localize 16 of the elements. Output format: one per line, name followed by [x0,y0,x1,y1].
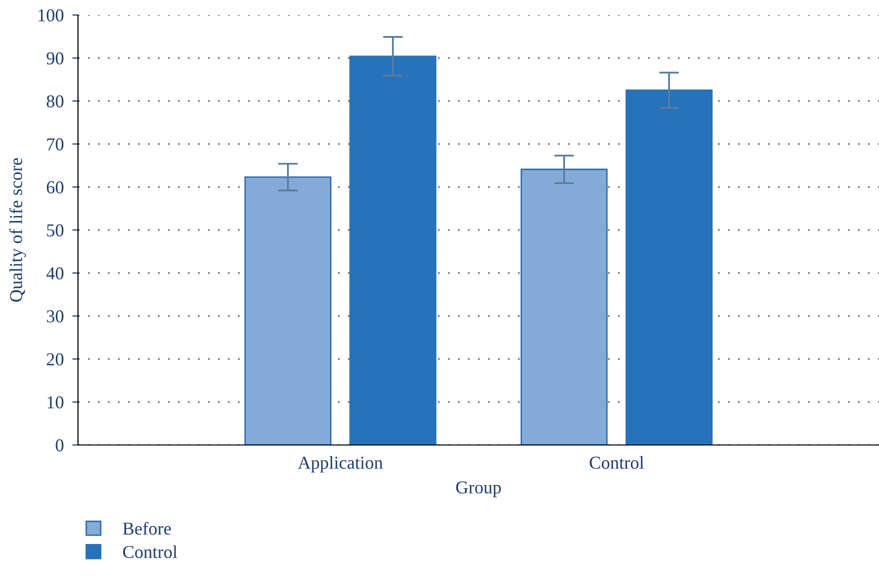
y-tick-label: 60 [46,181,64,194]
y-tick-label: 50 [47,224,64,236]
y-tick-label: 70 [47,138,64,150]
y-tick-label: 100 [38,9,64,22]
y-axis-title: Quality of life score [9,158,26,302]
legend-label: Control [123,545,178,558]
y-tick-label: 80 [46,95,64,108]
y-tick-label: 0 [56,439,64,452]
legend-label: Before [122,522,171,535]
y-tick-label: 20 [46,353,64,366]
y-tick-label: 40 [46,267,64,280]
y-tick-label: 30 [46,310,64,322]
x-axis-title: Group [456,481,501,498]
y-tick-label: 10 [48,396,64,408]
y-tick-label: 90 [46,52,64,64]
x-tick-label: Application [298,456,383,472]
